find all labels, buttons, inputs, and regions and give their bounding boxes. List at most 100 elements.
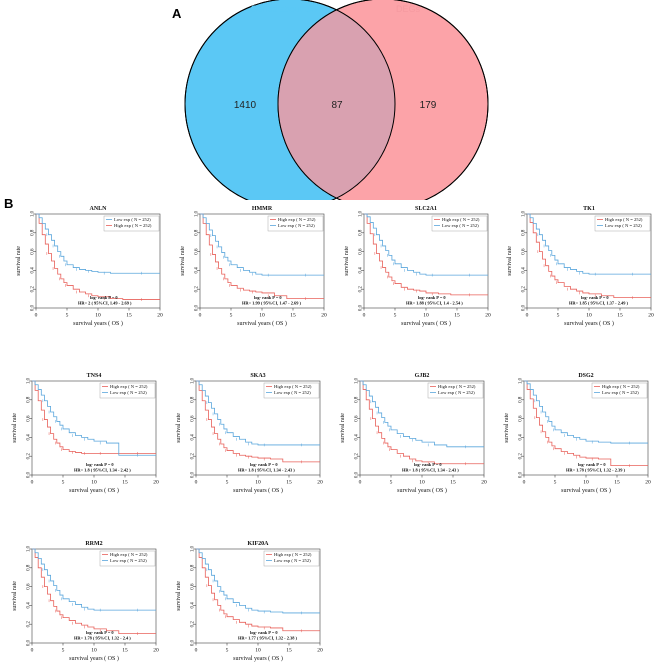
km-curve-high — [200, 213, 324, 299]
y-tick-label: 0.8 — [191, 564, 196, 571]
logrank-annotation: log- rank P = 0 — [414, 462, 442, 467]
y-axis-label: survival rate — [180, 246, 186, 276]
chart-title: TK1 — [583, 206, 595, 212]
logrank-annotation: log- rank P = 0 — [254, 295, 282, 300]
y-tick-label: 0.0 — [355, 471, 360, 478]
x-tick-label: 15 — [286, 648, 292, 654]
hr-annotation: HR= 1.8 ( 95%CI, 1.34 - 2.42 ) — [74, 468, 131, 473]
y-tick-label: 0.8 — [195, 229, 200, 236]
y-tick-label: 0.2 — [191, 453, 196, 460]
x-axis-label: survival years ( OS ) — [564, 320, 614, 327]
km-chart-tns4: TNS4 0 5 10 15 20 0.0 0.2 0.4 0.6 0.8 1.0 survival y… — [12, 373, 159, 494]
chart-title: SLC2A1 — [415, 206, 437, 212]
y-tick-label: 0.2 — [31, 286, 36, 293]
legend-entry-low: Low exp ( N = 252) — [442, 223, 479, 228]
hr-annotation: HR= 1.85 ( 95%CI, 1.37 - 2.49 ) — [569, 301, 629, 306]
y-tick-label: 0.2 — [195, 286, 200, 293]
x-axis-label: survival years ( OS ) — [69, 655, 119, 662]
chart-title: TNS4 — [87, 373, 102, 379]
panel-label-a: A — [172, 6, 182, 21]
x-tick-label: 20 — [485, 313, 491, 319]
y-tick-label: 0.0 — [31, 304, 36, 311]
y-tick-label: 0.8 — [522, 229, 527, 236]
x-tick-label: 10 — [419, 480, 425, 486]
x-tick-label: 15 — [122, 480, 128, 486]
y-tick-label: 0.4 — [359, 267, 364, 274]
y-tick-label: 0.4 — [27, 434, 32, 441]
y-tick-label: 0.2 — [191, 621, 196, 628]
logrank-annotation: log- rank P = 0 — [86, 462, 114, 467]
y-tick-label: 0.0 — [191, 639, 196, 646]
y-tick-label: 0.4 — [522, 267, 527, 274]
x-tick-label: 5 — [390, 480, 393, 486]
x-tick-label: 20 — [645, 480, 651, 486]
km-chart-gjb2: GJB2 0 5 10 15 20 0.0 0.2 0.4 0.6 0.8 1.0 survival y… — [340, 373, 487, 494]
y-tick-label: 1.0 — [191, 545, 196, 552]
logrank-annotation: log- rank P = 0 — [418, 295, 446, 300]
x-tick-label: 0 — [363, 313, 366, 319]
km-curve-low — [527, 213, 651, 275]
y-tick-label: 0.4 — [191, 602, 196, 609]
km-chart-kif20a: KIF20A 0 5 10 15 20 0.0 0.2 0.4 0.6 0.8 1.0 survival… — [176, 541, 323, 662]
x-tick-label: 10 — [91, 480, 97, 486]
chart-title: RRM2 — [85, 541, 102, 547]
x-tick-label: 0 — [31, 648, 34, 654]
x-tick-label: 15 — [614, 480, 620, 486]
logrank-annotation: log- rank P = 0 — [250, 630, 278, 635]
legend-box — [594, 215, 651, 232]
y-tick-label: 0.8 — [359, 229, 364, 236]
chart-title: ANLN — [89, 206, 107, 212]
chart-title: DSG2 — [578, 373, 593, 379]
y-tick-label: 0.6 — [195, 248, 200, 255]
x-axis-label: survival years ( OS ) — [401, 320, 451, 327]
x-tick-label: 15 — [454, 313, 460, 319]
legend-entry-high: High exp ( N = 252) — [110, 384, 148, 389]
x-tick-label: 15 — [122, 648, 128, 654]
km-curve-high — [36, 213, 160, 300]
legend-entry-low: Low exp ( N = 252) — [438, 390, 475, 395]
km-curve-low — [364, 213, 488, 276]
chart-title: KIF20A — [248, 541, 270, 547]
venn-left-outline — [184, 0, 396, 200]
y-tick-label: 0.6 — [519, 415, 524, 422]
km-curve-low — [524, 380, 648, 444]
chart-title: HMMR — [252, 206, 273, 212]
legend-box — [99, 382, 156, 399]
x-tick-label: 20 — [481, 480, 487, 486]
y-tick-label: 0.0 — [359, 304, 364, 311]
y-tick-label: 0.8 — [27, 564, 32, 571]
y-tick-label: 1.0 — [359, 210, 364, 217]
y-tick-label: 0.2 — [27, 453, 32, 460]
y-axis-label: survival rate — [176, 413, 182, 443]
y-tick-label: 0.6 — [27, 415, 32, 422]
y-tick-label: 0.2 — [519, 453, 524, 460]
y-tick-label: 0.0 — [195, 304, 200, 311]
x-axis-label: survival years ( OS ) — [233, 655, 283, 662]
x-tick-label: 0 — [526, 313, 529, 319]
y-tick-label: 1.0 — [195, 210, 200, 217]
x-tick-label: 10 — [583, 480, 589, 486]
legend-entry-low: Low exp ( N = 252) — [274, 558, 311, 563]
y-axis-label: survival rate — [12, 413, 18, 443]
legend-box — [427, 382, 484, 399]
y-tick-label: 0.6 — [191, 583, 196, 590]
km-curve-high — [196, 548, 320, 632]
y-axis-label: survival rate — [504, 413, 510, 443]
legend-entry-high: High exp ( N = 252) — [605, 217, 643, 222]
y-tick-label: 0.6 — [355, 415, 360, 422]
y-tick-label: 0.6 — [359, 248, 364, 255]
y-tick-label: 0.2 — [27, 621, 32, 628]
logrank-annotation: log- rank P = 0 — [250, 462, 278, 467]
km-curve-low — [32, 380, 156, 456]
legend-entry-high: High exp ( N = 252) — [438, 384, 476, 389]
chart-title: GJB2 — [415, 373, 430, 379]
x-tick-label: 20 — [157, 313, 163, 319]
y-tick-label: 0.4 — [195, 267, 200, 274]
x-axis-label: survival years ( OS ) — [397, 487, 447, 494]
km-curve-high — [360, 380, 484, 465]
x-tick-label: 20 — [321, 313, 327, 319]
km-curve-low — [196, 380, 320, 446]
y-tick-label: 0.8 — [31, 229, 36, 236]
km-curve-high — [527, 213, 651, 299]
x-tick-label: 5 — [230, 313, 233, 319]
